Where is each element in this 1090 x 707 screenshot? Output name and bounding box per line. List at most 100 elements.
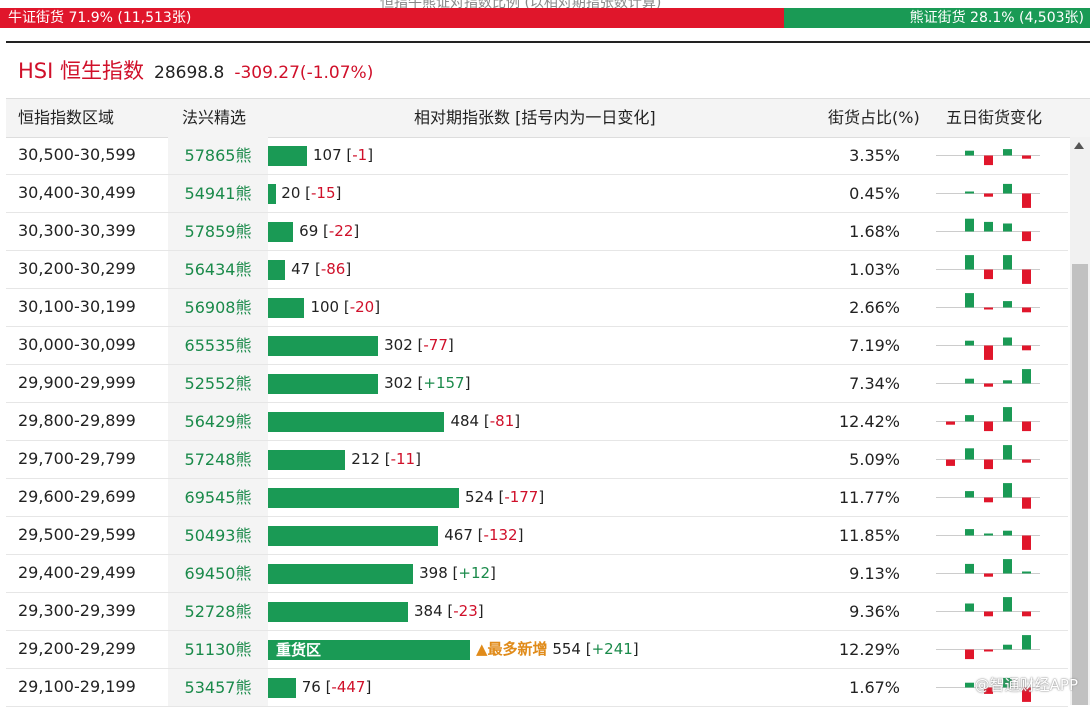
row-share-percent: 1.68% <box>849 222 900 241</box>
row-daily-change: +241 <box>591 640 633 658</box>
scroll-up-arrow-icon[interactable] <box>1074 142 1084 149</box>
row-bar-cell: 302 [-77] <box>268 327 828 364</box>
table-row: 29,800-29,899 56429熊 484 [-81] 12.42% <box>6 403 1068 441</box>
row-range: 30,200-30,299 <box>18 259 136 278</box>
row-contracts-count: 302 <box>384 374 413 392</box>
sparkline-bar <box>1022 345 1031 351</box>
sparkline-bar <box>984 611 993 617</box>
row-share-percent: 7.34% <box>849 374 900 393</box>
row-product-code[interactable]: 56429熊 <box>168 403 268 440</box>
sparkline-bar <box>965 529 974 536</box>
sparkline-bar <box>984 533 993 536</box>
row-range: 30,100-30,199 <box>18 297 136 316</box>
sparkline-bar <box>1003 337 1012 346</box>
row-product-code[interactable]: 69450熊 <box>168 555 268 592</box>
row-contracts-count: 554 <box>552 640 581 658</box>
row-contracts-bar <box>268 336 379 356</box>
page-caption: 恒指牛熊证对指数比例 (以相对期指张数计算) <box>380 0 662 11</box>
sparkline-bar <box>1003 301 1012 308</box>
bear-share-segment: 熊证街货 28.1% (4,503张) <box>784 8 1090 28</box>
sparkline-bar <box>965 150 974 156</box>
row-range: 30,000-30,099 <box>18 335 136 354</box>
scrollbar-thumb[interactable] <box>1072 264 1088 705</box>
row-product-code[interactable]: 56908熊 <box>168 289 268 326</box>
row-range: 29,900-29,999 <box>18 373 136 392</box>
row-contracts-count: 524 <box>465 488 494 506</box>
row-bar-cell: 398 [+12] <box>268 555 828 592</box>
heavy-zone-label: 重货区 <box>276 641 322 659</box>
five-day-change-sparkline <box>936 149 1040 166</box>
sparkline-bar <box>965 218 974 232</box>
sparkline-bar <box>984 687 993 694</box>
row-share-percent: 12.42% <box>838 412 900 431</box>
sparkline-bar <box>1022 459 1031 463</box>
five-day-change-sparkline <box>936 369 1040 387</box>
row-product-code[interactable]: 56434熊 <box>168 251 268 288</box>
sparkline-bar <box>965 603 974 612</box>
row-contracts-count: 20 <box>281 184 301 202</box>
row-range: 29,300-29,399 <box>18 601 136 620</box>
sparkline-bar <box>1003 644 1012 650</box>
row-bar-cell: 47 [-86] <box>268 251 828 288</box>
row-share-percent: 1.03% <box>849 260 900 279</box>
row-contracts-count: 100 <box>310 298 340 316</box>
row-range: 30,400-30,499 <box>18 183 136 202</box>
header-pick: 法兴精选 <box>182 108 247 127</box>
row-product-code[interactable]: 57248熊 <box>168 441 268 478</box>
sparkline-bar <box>965 191 974 194</box>
row-share-percent: 9.13% <box>849 564 900 583</box>
row-product-code[interactable]: 57859熊 <box>168 213 268 250</box>
row-contracts-bar <box>268 412 445 432</box>
row-product-code[interactable]: 52552熊 <box>168 365 268 402</box>
row-contracts-text: 20 [-15] <box>281 184 342 202</box>
row-product-code[interactable]: 51130熊 <box>168 631 268 668</box>
sparkline-bar <box>1003 677 1012 688</box>
row-daily-change: +157 <box>423 374 465 392</box>
row-contracts-count: 212 <box>351 450 380 468</box>
bull-share-segment: 牛证街货 71.9% (11,513张) <box>0 8 784 28</box>
row-range: 29,700-29,799 <box>18 449 136 468</box>
sparkline-bar <box>1022 611 1031 617</box>
sparkline-bar <box>1003 559 1012 574</box>
row-contracts-text: 69 [-22] <box>299 222 360 240</box>
row-product-code[interactable]: 54941熊 <box>168 175 268 212</box>
five-day-change-sparkline <box>936 483 1040 509</box>
row-product-code[interactable]: 50493熊 <box>168 517 268 554</box>
row-daily-change: -81 <box>489 412 515 430</box>
row-contracts-text: 107 [-1] <box>313 146 374 164</box>
sparkline-bar <box>965 682 974 688</box>
row-product-code[interactable]: 53457熊 <box>168 669 268 706</box>
sparkline-bar <box>984 345 993 360</box>
row-contracts-text: 484 [-81] <box>450 412 521 430</box>
table-row: 29,500-29,599 50493熊 467 [-132] 11.85% <box>6 517 1068 555</box>
row-contracts-bar <box>268 146 307 166</box>
row-range: 29,600-29,699 <box>18 487 136 506</box>
row-product-code[interactable]: 65535熊 <box>168 327 268 364</box>
row-daily-change: -86 <box>320 260 346 278</box>
row-contracts-text: 302 [+157] <box>384 374 471 392</box>
five-day-change-sparkline <box>936 218 1040 242</box>
five-day-change-sparkline <box>936 677 1040 702</box>
row-product-code[interactable]: 52728熊 <box>168 593 268 630</box>
row-contracts-text: 398 [+12] <box>419 564 496 582</box>
five-day-change-sparkline <box>936 529 1040 550</box>
sparkline-bar <box>984 221 993 232</box>
table-row: 29,300-29,399 52728熊 384 [-23] 9.36% <box>6 593 1068 631</box>
row-product-code[interactable]: 57865熊 <box>168 137 268 174</box>
row-contracts-text: 384 [-23] <box>414 602 484 620</box>
row-daily-change: -1 <box>352 146 368 164</box>
row-bar-cell: 212 [-11] <box>268 441 828 478</box>
row-bar-cell: 467 [-132] <box>268 517 828 554</box>
header-share: 街货占比(%) <box>828 108 920 127</box>
five-day-change-sparkline <box>936 407 1040 432</box>
sparkline-bar <box>1003 149 1012 156</box>
row-product-code[interactable]: 69545熊 <box>168 479 268 516</box>
sparkline-bar <box>984 155 993 166</box>
sparkline-bar <box>984 573 993 577</box>
row-daily-change: +12 <box>458 564 491 582</box>
sparkline-bar <box>965 255 974 270</box>
five-day-change-sparkline <box>936 183 1040 208</box>
row-range: 29,400-29,499 <box>18 563 136 582</box>
row-share-percent: 11.85% <box>838 526 900 545</box>
row-daily-change: -22 <box>328 222 354 240</box>
